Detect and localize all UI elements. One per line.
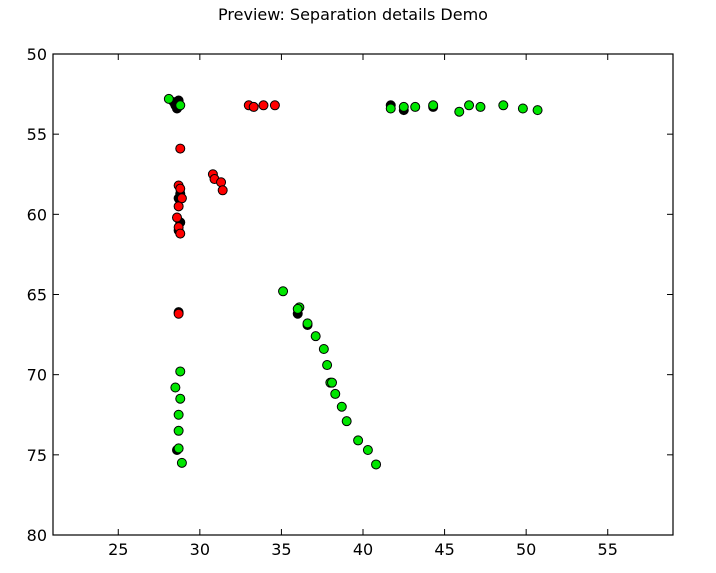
data-point <box>176 457 187 468</box>
data-point <box>173 443 184 454</box>
data-point <box>464 100 475 111</box>
data-point <box>517 103 528 114</box>
data-point <box>175 183 186 194</box>
data-point <box>175 228 186 239</box>
data-point <box>173 201 184 212</box>
data-point <box>454 106 465 117</box>
data-point <box>327 377 337 388</box>
plot-frame <box>52 53 674 536</box>
data-point <box>175 100 186 111</box>
x-tick-label: 40 <box>353 540 373 559</box>
data-point <box>532 105 543 116</box>
data-point <box>175 143 186 154</box>
y-tick-label: 80 <box>27 526 47 545</box>
x-tick-label: 50 <box>516 540 536 559</box>
data-point <box>353 435 364 446</box>
data-point <box>318 344 329 355</box>
data-point <box>216 177 227 188</box>
data-point <box>362 445 373 456</box>
chart-title: Preview: Separation details Demo <box>218 5 488 24</box>
data-point <box>322 360 333 371</box>
data-point <box>269 100 280 111</box>
data-point <box>258 100 269 111</box>
data-point <box>398 101 409 112</box>
data-point <box>428 100 439 111</box>
data-point <box>278 286 289 297</box>
y-tick-labels: 50 55 60 65 70 75 80 <box>27 45 47 545</box>
data-point <box>172 212 182 223</box>
data-point <box>302 318 313 329</box>
data-point <box>371 459 382 470</box>
data-point <box>410 101 421 112</box>
data-point <box>175 366 186 377</box>
data-point <box>330 388 341 399</box>
data-point <box>498 100 509 111</box>
data-point <box>173 425 184 436</box>
x-tick-label: 45 <box>434 540 454 559</box>
data-point <box>385 103 396 114</box>
data-point <box>217 185 228 196</box>
data-point <box>170 382 181 393</box>
data-point <box>310 331 321 342</box>
y-tick-label: 65 <box>27 286 47 305</box>
x-tick-label: 55 <box>598 540 618 559</box>
y-tick-label: 70 <box>27 366 47 385</box>
x-tick-label: 25 <box>108 540 128 559</box>
x-tick-labels: 25 30 35 40 45 50 55 <box>108 540 618 559</box>
y-tick-label: 55 <box>27 125 47 144</box>
data-point <box>248 101 259 112</box>
data-point <box>336 401 347 412</box>
data-point <box>475 101 486 112</box>
x-tick-label: 30 <box>190 540 210 559</box>
y-tick-label: 60 <box>27 205 47 224</box>
data-point <box>292 303 303 314</box>
data-point <box>175 393 186 404</box>
data-point <box>173 308 184 319</box>
x-tick-label: 35 <box>271 540 291 559</box>
data-points <box>163 93 543 470</box>
data-point <box>163 93 174 104</box>
data-point <box>341 416 352 427</box>
ticks <box>53 53 673 536</box>
y-tick-label: 50 <box>27 45 47 64</box>
y-tick-label: 75 <box>27 446 47 465</box>
data-point <box>173 409 184 420</box>
